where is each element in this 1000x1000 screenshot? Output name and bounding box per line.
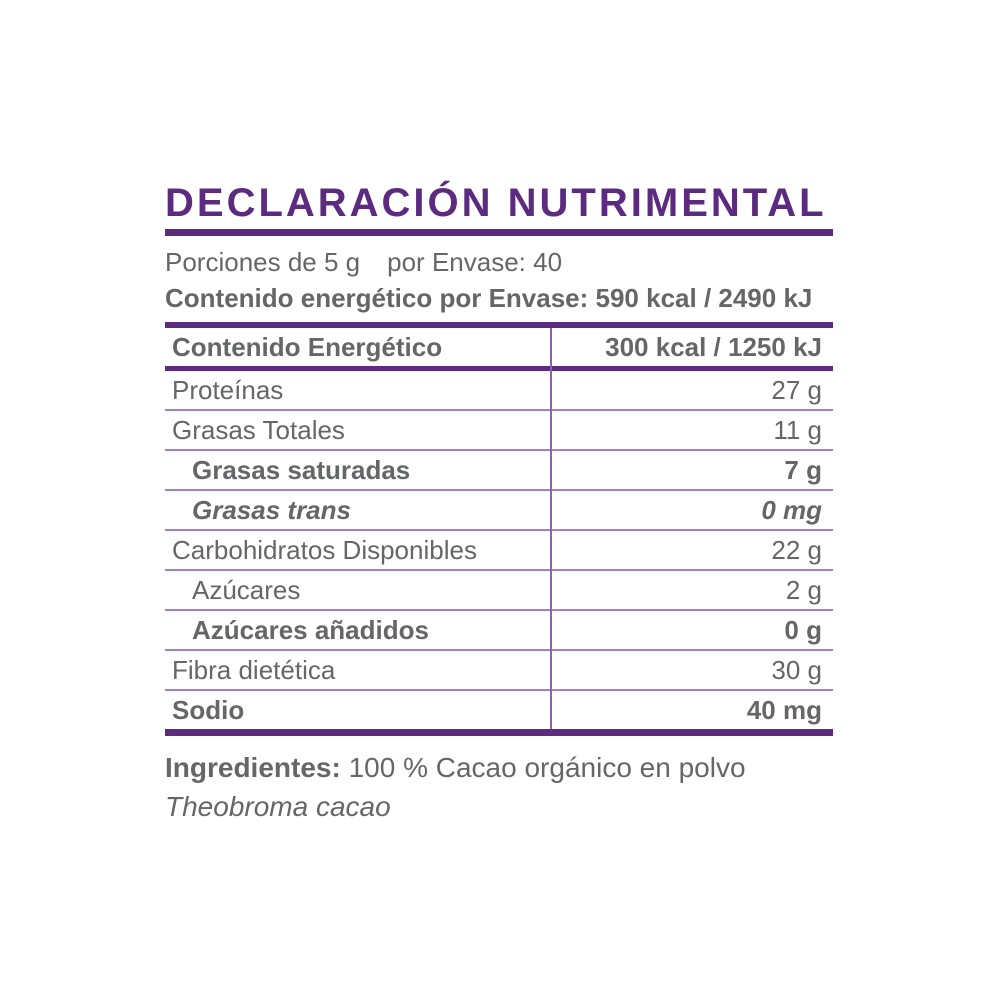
table-row: Azúcares 2 g (165, 571, 833, 611)
nutrient-name: Carbohidratos Disponibles (172, 534, 477, 565)
nutrient-value: 7 g (784, 454, 822, 485)
nutrient-value: 27 g (771, 374, 822, 405)
nutrition-rows: Proteínas 27 g Grasas Totales 11 g Grasa… (165, 371, 833, 729)
table-row: Proteínas 27 g (165, 371, 833, 411)
table-row: Grasas saturadas 7 g (165, 451, 833, 491)
nutrient-value: 30 g (771, 654, 822, 685)
table-row: Fibra dietética 30 g (165, 651, 833, 691)
nutrient-name: Grasas trans (192, 494, 351, 525)
nutrient-value: 40 mg (746, 694, 822, 725)
nutrient-name: Proteínas (172, 374, 284, 405)
ingredients-text: 100 % Cacao orgánico en polvo (349, 752, 746, 783)
ingredients-value: 100 % Cacao orgánico en polvo (348, 752, 746, 783)
serving-info-line: Porciones de 5 g por Envase: 40 (165, 247, 833, 277)
per-package-text: por Envase: 40 (387, 247, 563, 277)
nutrition-label: DECLARACIÓN NUTRIMENTAL Porciones de 5 g… (165, 183, 833, 824)
scientific-name: Theobroma cacao (165, 791, 391, 822)
header-nutrient-value: 300 kcal / 1250 kJ (605, 331, 822, 362)
nutrient-name: Sodio (172, 694, 245, 725)
table-row: Sodio 40 mg (165, 691, 833, 729)
nutrient-name: Grasas Totales (172, 414, 345, 445)
table-header-row: Contenido Energético 300 kcal / 1250 kJ (165, 328, 833, 371)
header-nutrient-name: Contenido Energético (172, 331, 443, 362)
portions-text: Porciones de 5 g (165, 247, 361, 277)
ingredients-line: Ingredientes: 100 % Cacao orgánico en po… (165, 751, 833, 785)
table-row: Grasas Totales 11 g (165, 411, 833, 451)
nutrient-value: 2 g (785, 574, 822, 605)
table-vertical-divider (550, 328, 552, 729)
nutrient-value: 22 g (771, 534, 822, 565)
energy-per-package-line: Contenido energético por Envase: 590 kca… (165, 283, 813, 313)
nutrient-name: Azúcares (192, 574, 301, 605)
nutrient-value: 11 g (773, 414, 822, 445)
table-row: Azúcares añadidos 0 g (165, 611, 833, 651)
label-title: DECLARACIÓN NUTRIMENTAL (165, 181, 827, 225)
table-row: Carbohidratos Disponibles 22 g (165, 531, 833, 571)
nutrient-name: Fibra dietética (172, 654, 336, 685)
title-rule (165, 229, 833, 236)
nutrient-name: Azúcares añadidos (192, 614, 429, 645)
table-row: Grasas trans 0 mg (165, 491, 833, 531)
nutrient-value: 0 mg (761, 494, 822, 525)
nutrient-name: Grasas saturadas (192, 454, 411, 485)
nutrient-value: 0 g (784, 614, 822, 645)
ingredients-label: Ingredientes: (165, 752, 341, 783)
nutrition-table: Contenido Energético 300 kcal / 1250 kJ … (165, 322, 833, 736)
